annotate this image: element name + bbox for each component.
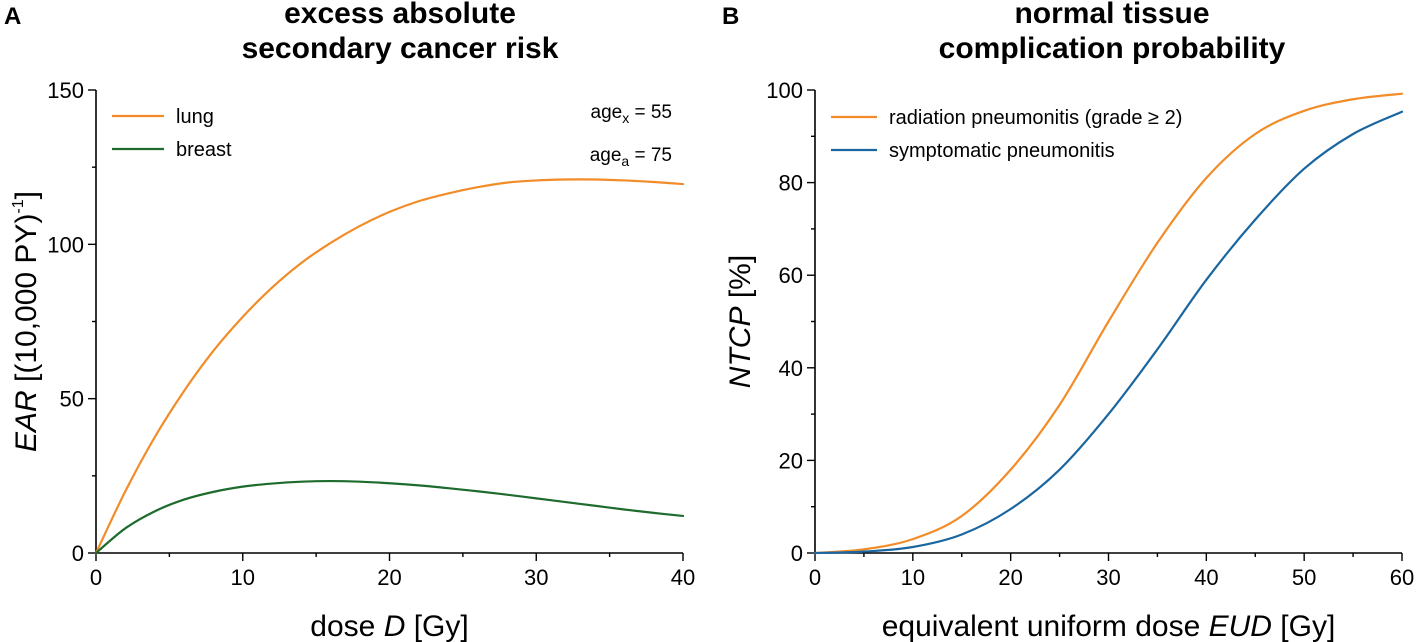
series-line-1 [813, 110, 1404, 555]
x-tick-label: 20 [377, 565, 401, 590]
y-axis-label-variable: NTCP [724, 307, 757, 389]
x-axis-label-variable: D [384, 610, 406, 642]
series-line-0 [813, 92, 1404, 555]
x-axis-label-unit: [Gy] [405, 610, 468, 642]
series-line-1 [94, 479, 685, 555]
x-tick-label: 30 [524, 565, 548, 590]
legend-label: breast [176, 139, 232, 161]
x-tick-label: 40 [1194, 565, 1218, 590]
y-tick-label: 40 [779, 356, 803, 381]
y-tick-label: 100 [766, 78, 803, 103]
x-axis-label: equivalent uniform dose EUD [Gy] [882, 610, 1336, 642]
panel-letter: B [722, 3, 739, 30]
x-tick-label: 40 [671, 565, 695, 590]
annotation-base: age [590, 145, 622, 166]
annotation-value: = 75 [629, 145, 672, 166]
annotation-subscript: a [621, 153, 629, 169]
chart-title-line: excess absolute [284, 0, 516, 30]
annotation: agex = 55 [591, 102, 673, 126]
x-tick-label: 10 [231, 565, 255, 590]
y-tick-label: 0 [72, 541, 84, 566]
legend-label: lung [176, 106, 214, 128]
x-tick-label: 0 [809, 565, 821, 590]
panel-letter: A [4, 3, 21, 30]
y-axis-label: EAR [(10,000 PY)-1] [10, 191, 43, 452]
y-axis-label: NTCP [%] [724, 255, 757, 388]
y-tick-label: 150 [47, 78, 84, 103]
y-axis-label-text: [%] [724, 255, 757, 307]
y-tick-label: 80 [779, 171, 803, 196]
y-tick-label: 60 [779, 263, 803, 288]
series-line-0 [94, 178, 685, 555]
x-tick-label: 60 [1390, 565, 1414, 590]
y-axis-label-text: [(10,000 PY) [10, 214, 43, 391]
x-tick-label: 50 [1292, 565, 1316, 590]
x-axis-label-variable: EUD [1209, 610, 1272, 642]
y-axis-label-superscript: -1 [10, 199, 27, 213]
legend-label: radiation pneumonitis (grade ≥ 2) [889, 107, 1182, 129]
chart-title-line: secondary cancer risk [242, 32, 559, 65]
x-axis-label-text: dose [310, 610, 383, 642]
y-axis-label-end: ] [10, 191, 43, 199]
x-tick-label: 30 [1096, 565, 1120, 590]
y-axis-label-variable: EAR [10, 390, 43, 452]
x-tick-label: 20 [998, 565, 1022, 590]
x-tick-label: 10 [901, 565, 925, 590]
annotation-base: age [591, 102, 623, 123]
annotation: agea = 75 [590, 145, 672, 169]
y-tick-label: 20 [779, 448, 803, 473]
annotation-subscript: x [622, 110, 629, 126]
annotation-value: = 55 [629, 102, 672, 123]
x-axis-label-unit: [Gy] [1272, 610, 1335, 642]
y-tick-label: 0 [791, 541, 803, 566]
y-tick-label: 50 [60, 387, 84, 412]
chart-title-line: complication probability [939, 32, 1286, 65]
x-axis-label-text: equivalent uniform dose [882, 610, 1209, 642]
legend-label: symptomatic pneumonitis [889, 140, 1115, 162]
x-axis-label: dose D [Gy] [310, 610, 468, 642]
y-tick-label: 100 [47, 232, 84, 257]
chart-title-line: normal tissue [1014, 0, 1209, 30]
x-tick-label: 0 [90, 565, 102, 590]
